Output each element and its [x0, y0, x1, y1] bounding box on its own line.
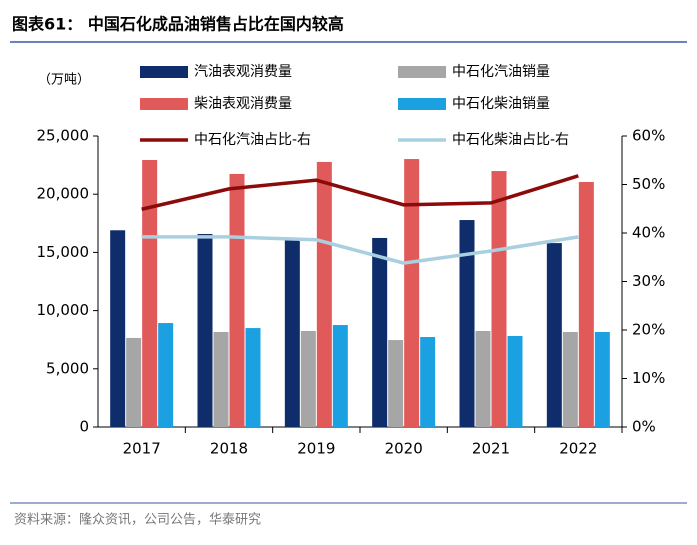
bar	[594, 332, 610, 427]
bar	[284, 239, 300, 427]
x-tick-label: 2022	[559, 440, 597, 458]
bar	[142, 159, 158, 427]
legend-swatch	[140, 66, 188, 78]
y2-tick-label: 50%	[632, 175, 665, 193]
y-tick-label: 20,000	[37, 185, 90, 203]
y2-tick-label: 10%	[632, 369, 665, 387]
legend-label: 柴油表观消费量	[194, 96, 292, 112]
bar	[507, 335, 523, 427]
bar	[491, 171, 507, 427]
bar	[404, 159, 420, 428]
y2-tick-label: 40%	[632, 224, 665, 242]
legend-swatch	[140, 98, 188, 110]
bar	[372, 237, 388, 427]
legend-label: 中石化柴油占比-右	[452, 132, 569, 148]
bar	[546, 243, 562, 427]
y-tick-label: 15,000	[37, 243, 90, 261]
y2-tick-label: 0%	[632, 418, 656, 436]
bar	[388, 340, 404, 427]
y2-tick-label: 20%	[632, 321, 665, 339]
x-tick-label: 2018	[210, 440, 248, 458]
bar	[562, 332, 578, 427]
bar	[229, 173, 245, 427]
bar	[459, 220, 475, 427]
source: 资料来源：隆众资讯，公司公告，华泰研究	[14, 513, 261, 528]
bar	[158, 323, 174, 427]
y-tick-label: 25,000	[37, 127, 90, 145]
bar	[420, 337, 436, 427]
legend-swatch	[398, 66, 446, 78]
bar	[110, 230, 126, 427]
line	[141, 174, 579, 211]
bar	[578, 181, 594, 427]
y-tick-label: 5,000	[46, 359, 89, 377]
legend-label: 中石化汽油占比-右	[194, 132, 311, 148]
y2-tick-label: 30%	[632, 272, 665, 290]
bar	[332, 325, 348, 427]
y-unit: （万吨）	[38, 73, 90, 88]
x-tick-label: 2021	[472, 440, 510, 458]
bar	[300, 330, 316, 427]
bar	[197, 234, 213, 427]
bar	[213, 332, 229, 427]
bar	[245, 328, 261, 427]
bar	[316, 161, 332, 427]
legend-label: 汽油表观消费量	[194, 64, 292, 80]
line	[141, 235, 579, 265]
y2-tick-label: 60%	[632, 127, 665, 145]
x-tick-label: 2017	[123, 440, 161, 458]
bar	[126, 337, 142, 427]
x-tick-label: 2020	[385, 440, 423, 458]
x-tick-label: 2019	[297, 440, 335, 458]
y-tick-label: 0	[79, 418, 89, 436]
legend-swatch	[398, 98, 446, 110]
bar	[475, 330, 491, 427]
legend-label: 中石化汽油销量	[452, 64, 550, 80]
y-tick-label: 10,000	[37, 301, 90, 319]
chart-title: 图表61： 中国石化成品油销售占比在国内较高	[12, 15, 344, 34]
legend-label: 中石化柴油销量	[452, 96, 550, 112]
